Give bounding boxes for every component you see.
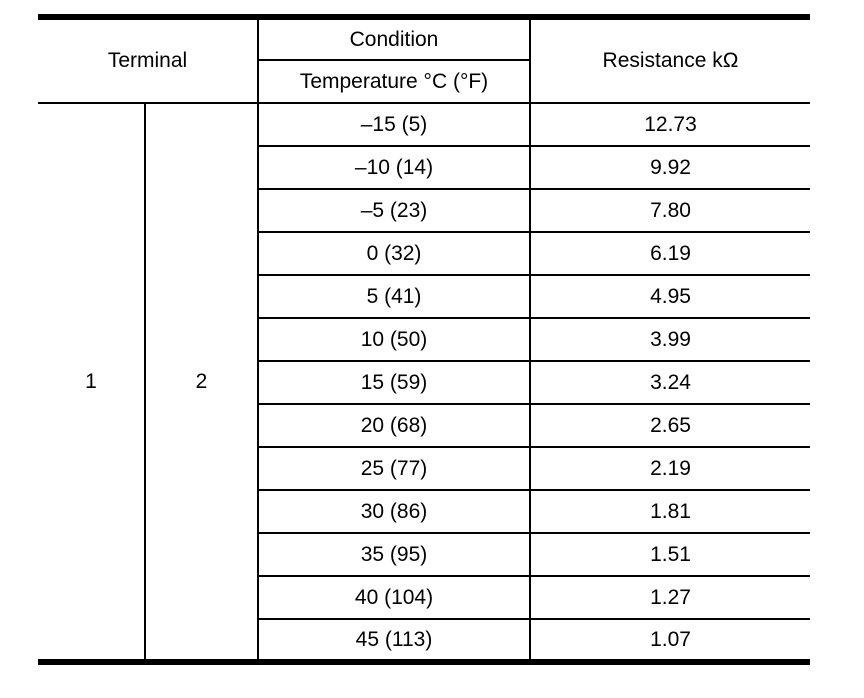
table-body: 1 2 –15 (5) 12.73 –10 (14) 9.92 –5 (23) … xyxy=(38,102,810,663)
resistance-cell: 1.07 xyxy=(529,618,810,663)
temperature-cell: 45 (113) xyxy=(257,618,531,663)
temperature-cell: 25 (77) xyxy=(257,446,531,491)
resistance-cell: 2.19 xyxy=(529,446,810,491)
temperature-header: Temperature °C (°F) xyxy=(257,59,531,104)
table-row: 20 (68) 2.65 xyxy=(38,403,810,448)
resistance-cell: 1.27 xyxy=(529,575,810,620)
temperature-cell: 5 (41) xyxy=(257,274,531,319)
terminal-1-cell: 1 xyxy=(38,102,146,663)
table-row: 25 (77) 2.19 xyxy=(38,446,810,491)
temperature-cell: –15 (5) xyxy=(257,102,531,147)
resistance-cell: 2.65 xyxy=(529,403,810,448)
terminal-header: Terminal xyxy=(38,16,259,104)
resistance-cell: 9.92 xyxy=(529,145,810,190)
resistance-cell: 3.24 xyxy=(529,360,810,405)
resistance-header: Resistance kΩ xyxy=(529,16,810,104)
table-row: 5 (41) 4.95 xyxy=(38,274,810,319)
temperature-cell: 10 (50) xyxy=(257,317,531,362)
temperature-cell: 20 (68) xyxy=(257,403,531,448)
table-row: 35 (95) 1.51 xyxy=(38,532,810,577)
table-row: –10 (14) 9.92 xyxy=(38,145,810,190)
table-row: 30 (86) 1.81 xyxy=(38,489,810,534)
table-row: 10 (50) 3.99 xyxy=(38,317,810,362)
temperature-cell: –5 (23) xyxy=(257,188,531,233)
temperature-cell: 30 (86) xyxy=(257,489,531,534)
table-row: 0 (32) 6.19 xyxy=(38,231,810,276)
temperature-cell: 35 (95) xyxy=(257,532,531,577)
resistance-cell: 6.19 xyxy=(529,231,810,276)
header-row-2: Temperature °C (°F) xyxy=(38,59,810,104)
condition-header: Condition xyxy=(257,16,531,61)
temperature-cell: 15 (59) xyxy=(257,360,531,405)
table-row: 40 (104) 1.27 xyxy=(38,575,810,620)
table-row: 15 (59) 3.24 xyxy=(38,360,810,405)
temperature-cell: 40 (104) xyxy=(257,575,531,620)
table-row: 1 2 –15 (5) 12.73 xyxy=(38,102,810,663)
header-row-1: Terminal Condition Resistance kΩ xyxy=(38,16,810,104)
temperature-cell: 0 (32) xyxy=(257,231,531,276)
resistance-spec-table: Terminal Condition Resistance kΩ Tempera… xyxy=(38,14,810,665)
temperature-cell: –10 (14) xyxy=(257,145,531,190)
table-row: –5 (23) 7.80 xyxy=(38,188,810,233)
table-header: Terminal Condition Resistance kΩ Tempera… xyxy=(38,16,810,104)
resistance-cell: 7.80 xyxy=(529,188,810,233)
resistance-cell: 12.73 xyxy=(529,102,810,147)
resistance-cell: 4.95 xyxy=(529,274,810,319)
resistance-cell: 1.51 xyxy=(529,532,810,577)
terminal-2-cell: 2 xyxy=(144,102,259,663)
table-row: 45 (113) 1.07 xyxy=(38,618,810,663)
resistance-cell: 1.81 xyxy=(529,489,810,534)
resistance-cell: 3.99 xyxy=(529,317,810,362)
